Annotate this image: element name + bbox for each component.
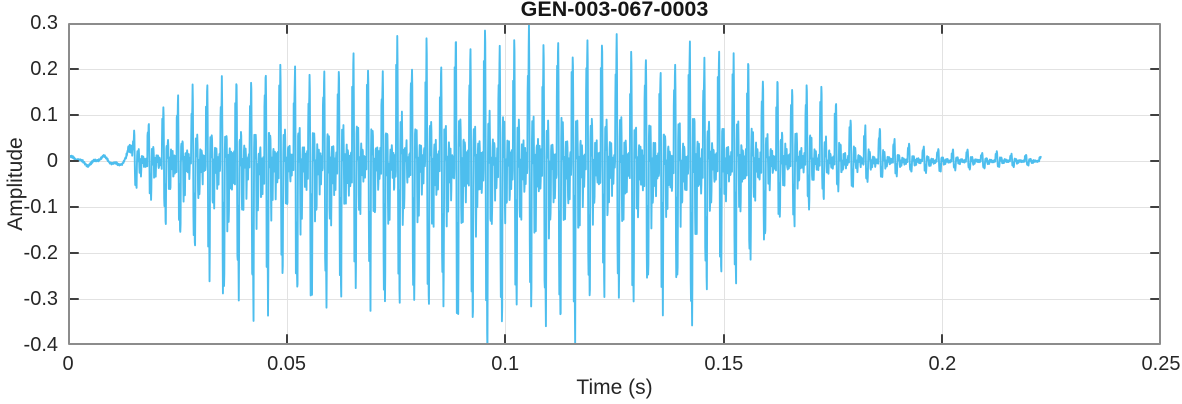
x-axis-label: Time (s) xyxy=(576,376,653,399)
x-tick-label: 0.2 xyxy=(928,353,957,375)
y-tick-label: 0.3 xyxy=(30,12,58,34)
chart-title: GEN-003-067-0003 xyxy=(520,0,709,21)
y-tick-label: 0 xyxy=(46,150,58,172)
x-tick-label: 0.15 xyxy=(704,353,744,375)
waveform-plot-canvas xyxy=(68,23,1161,345)
y-tick-label: -0.4 xyxy=(23,334,58,356)
y-tick-label: -0.1 xyxy=(23,196,58,218)
y-tick-label: 0.1 xyxy=(30,104,58,126)
y-tick-label: 0.2 xyxy=(30,58,58,80)
y-tick-label: -0.3 xyxy=(23,288,58,310)
x-tick-label: 0.05 xyxy=(267,353,307,375)
x-tick-label: 0.25 xyxy=(1141,353,1181,375)
x-tick-label: 0 xyxy=(62,353,74,375)
y-tick-label: -0.2 xyxy=(23,242,58,264)
x-tick-label: 0.1 xyxy=(491,353,520,375)
